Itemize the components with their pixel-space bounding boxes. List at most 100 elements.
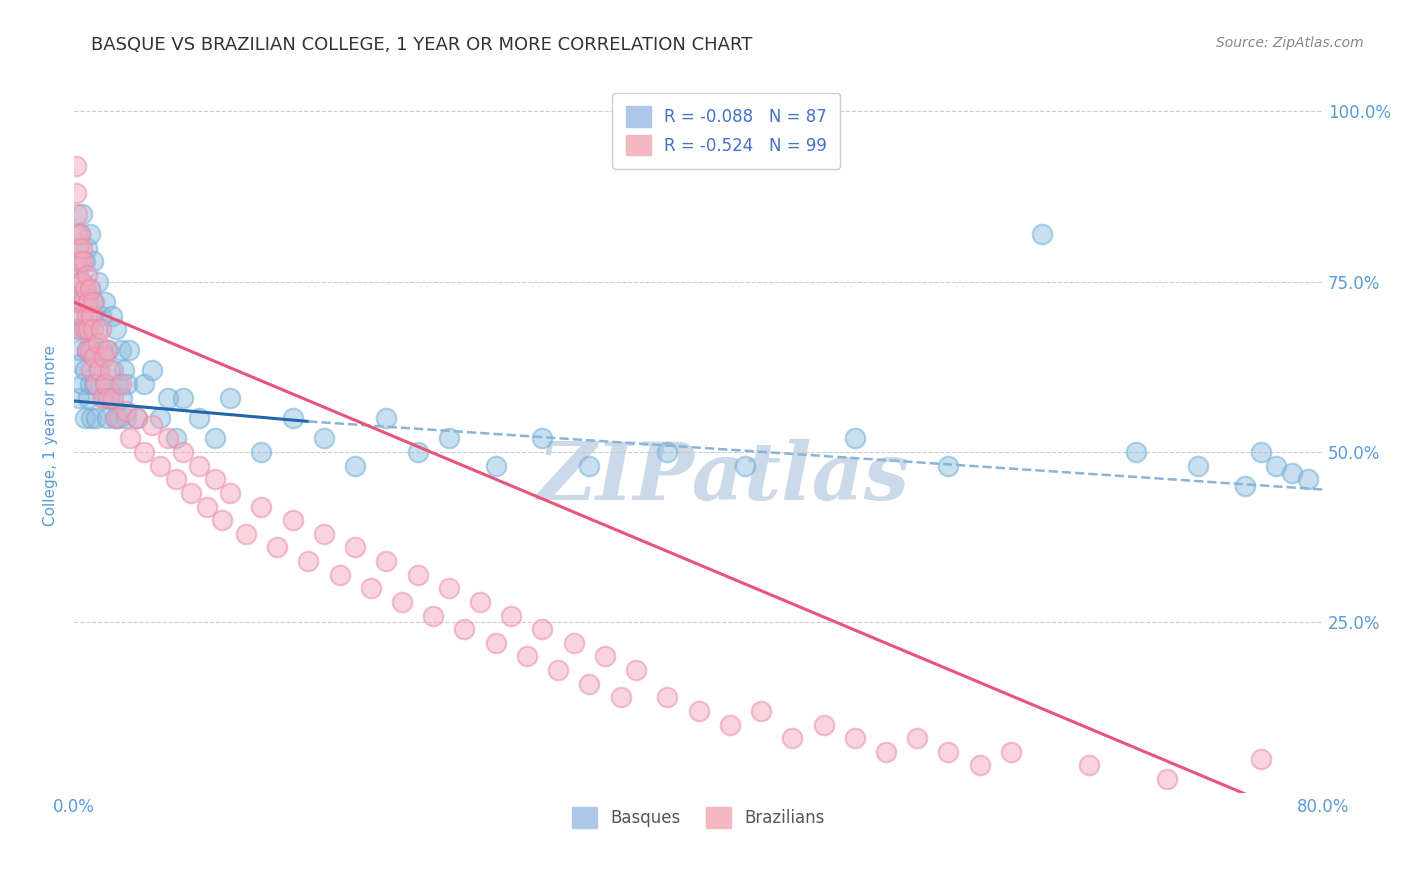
Point: [91, 391, 114, 405]
Point: [77, 322, 100, 336]
Point: [188, 411, 211, 425]
Point: [83, 295, 105, 310]
Point: [70, 309, 93, 323]
Point: [87, 363, 110, 377]
Point: [97, 343, 120, 357]
Point: [82, 254, 104, 268]
Point: [80, 363, 103, 377]
Point: [115, 376, 138, 391]
Point: [110, 343, 132, 357]
Point: [70, 275, 93, 289]
Point: [782, 731, 804, 746]
Point: [297, 554, 319, 568]
Point: [66, 254, 89, 268]
Point: [67, 275, 90, 289]
Point: [86, 275, 108, 289]
Point: [141, 417, 163, 432]
Point: [80, 309, 103, 323]
Point: [844, 432, 866, 446]
Point: [96, 411, 118, 425]
Point: [749, 704, 772, 718]
Point: [531, 432, 554, 446]
Point: [84, 376, 107, 391]
Point: [172, 445, 194, 459]
Legend: Basques, Brazilians: Basques, Brazilians: [565, 801, 831, 834]
Point: [547, 663, 569, 677]
Point: [72, 288, 94, 302]
Point: [96, 343, 118, 357]
Point: [65, 295, 87, 310]
Point: [1281, 466, 1303, 480]
Point: [67, 295, 90, 310]
Point: [77, 295, 100, 310]
Point: [105, 411, 128, 425]
Point: [67, 261, 90, 276]
Text: BASQUE VS BRAZILIAN COLLEGE, 1 YEAR OR MORE CORRELATION CHART: BASQUE VS BRAZILIAN COLLEGE, 1 YEAR OR M…: [91, 36, 752, 54]
Point: [72, 254, 94, 268]
Point: [94, 376, 117, 391]
Point: [344, 458, 367, 473]
Point: [65, 186, 87, 201]
Point: [1077, 758, 1099, 772]
Point: [875, 745, 897, 759]
Point: [578, 676, 600, 690]
Point: [67, 241, 90, 255]
Point: [1125, 445, 1147, 459]
Point: [70, 275, 93, 289]
Point: [114, 404, 136, 418]
Point: [375, 554, 398, 568]
Point: [86, 336, 108, 351]
Point: [125, 411, 148, 425]
Point: [77, 391, 100, 405]
Point: [1250, 751, 1272, 765]
Point: [76, 309, 98, 323]
Point: [69, 227, 91, 241]
Point: [516, 649, 538, 664]
Point: [149, 411, 172, 425]
Point: [87, 363, 110, 377]
Point: [114, 411, 136, 425]
Point: [657, 445, 679, 459]
Point: [80, 411, 103, 425]
Point: [624, 663, 647, 677]
Point: [72, 295, 94, 310]
Point: [120, 432, 142, 446]
Point: [66, 227, 89, 241]
Point: [84, 411, 107, 425]
Point: [66, 322, 89, 336]
Point: [134, 445, 156, 459]
Point: [281, 411, 304, 425]
Point: [82, 295, 104, 310]
Point: [86, 322, 108, 336]
Point: [422, 608, 444, 623]
Point: [688, 704, 710, 718]
Point: [70, 376, 93, 391]
Point: [118, 343, 141, 357]
Point: [1031, 227, 1053, 241]
Point: [91, 343, 114, 357]
Point: [188, 458, 211, 473]
Point: [531, 622, 554, 636]
Point: [578, 458, 600, 473]
Point: [344, 541, 367, 555]
Point: [70, 241, 93, 255]
Point: [266, 541, 288, 555]
Point: [69, 227, 91, 241]
Point: [93, 391, 115, 405]
Point: [101, 363, 124, 377]
Point: [79, 282, 101, 296]
Point: [1265, 458, 1288, 473]
Point: [250, 445, 273, 459]
Point: [76, 343, 98, 357]
Point: [844, 731, 866, 746]
Point: [79, 376, 101, 391]
Point: [82, 343, 104, 357]
Point: [94, 295, 117, 310]
Point: [66, 207, 89, 221]
Point: [108, 411, 131, 425]
Point: [172, 391, 194, 405]
Point: [312, 526, 335, 541]
Point: [437, 432, 460, 446]
Point: [1250, 445, 1272, 459]
Point: [938, 745, 960, 759]
